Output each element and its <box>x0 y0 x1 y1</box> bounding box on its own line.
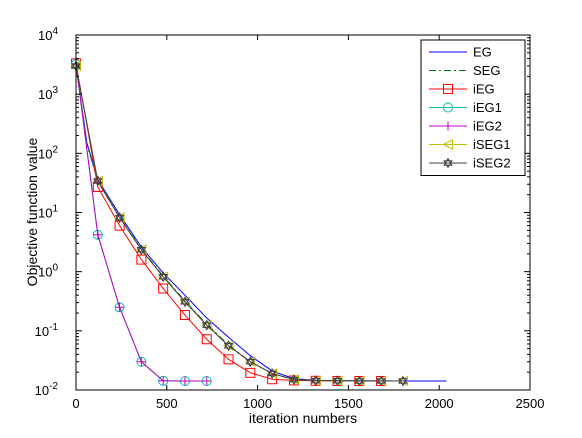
y-tick-label: 10-1 <box>35 322 59 339</box>
data-point-iseg2 <box>180 296 190 308</box>
legend-item-iseg1: iSEG1 <box>429 137 511 152</box>
x-tick-label: 1500 <box>334 396 363 411</box>
data-point-iseg2 <box>267 368 277 380</box>
x-tick-label: 2000 <box>425 396 454 411</box>
y-tick-exponent: 4 <box>52 26 58 37</box>
legend-label: iSEG1 <box>473 137 511 152</box>
ticks-layer: 0 500 1000 1500 2000 250010-210-1100101102103… <box>35 26 545 411</box>
legend-swatch-marker <box>442 139 453 150</box>
y-tick-label: 10-2 <box>35 381 59 398</box>
data-point-ieg <box>267 374 278 385</box>
data-point-ieg2 <box>202 376 212 386</box>
y-tick-base: 10 <box>38 265 52 280</box>
data-point-iseg2 <box>114 212 125 224</box>
y-tick-exponent: 1 <box>52 204 58 215</box>
legend-item-ieg2: iEG2 <box>429 119 502 134</box>
y-tick-label: 101 <box>38 204 58 221</box>
data-point-iseg2 <box>245 356 256 368</box>
data-point-ieg <box>245 367 256 378</box>
legend-item-seg: SEG <box>429 63 500 78</box>
data-point-ieg <box>92 181 103 192</box>
data-point-iseg2 <box>332 375 343 387</box>
data-point-iseg2 <box>136 244 147 256</box>
y-tick-base: 10 <box>38 146 52 161</box>
data-point-ieg2 <box>158 376 168 386</box>
y-tick-exponent: -1 <box>49 322 58 333</box>
data-point-iseg2 <box>289 374 299 386</box>
y-tick-exponent: 2 <box>52 144 58 155</box>
legend-swatch-marker <box>443 102 453 113</box>
data-point-ieg <box>201 334 212 345</box>
y-tick-base: 10 <box>38 28 52 43</box>
legend-label: iEG <box>473 82 495 97</box>
data-point-ieg2 <box>93 230 103 240</box>
y-tick-label: 104 <box>38 26 58 43</box>
series-line-iseg2 <box>75 65 403 382</box>
legend-label: iEG1 <box>473 100 502 115</box>
y-tick-base: 10 <box>35 383 49 398</box>
y-tick-label: 102 <box>38 144 58 161</box>
y-tick-exponent: 0 <box>52 263 58 274</box>
legend-swatch-marker <box>443 157 453 169</box>
legend-item-ieg1: iEG1 <box>429 100 502 115</box>
x-tick-label: 0 <box>72 396 79 411</box>
data-point-iseg2 <box>354 375 365 387</box>
data-point-ieg <box>223 354 234 365</box>
legend-label: iSEG2 <box>473 156 511 171</box>
legend-item-eg: EG <box>429 45 492 60</box>
y-tick-base: 10 <box>38 206 52 221</box>
legend-swatch-marker <box>443 121 453 131</box>
legend-label: EG <box>473 45 492 60</box>
data-point-ieg <box>179 310 190 321</box>
legend: EG SEG iEG iEG1 iEG2 iSEG1 iSEG2 <box>420 39 526 176</box>
y-tick-label: 103 <box>38 85 58 102</box>
legend-label: iEG2 <box>473 119 502 134</box>
data-point-ieg2 <box>180 376 190 386</box>
data-point-iseg2 <box>398 375 408 387</box>
y-tick-exponent: 3 <box>52 85 58 96</box>
data-point-ieg <box>158 283 169 294</box>
series-layer <box>70 58 447 387</box>
y-tick-exponent: -2 <box>49 381 58 392</box>
x-tick-label: 500 <box>156 396 178 411</box>
x-tick-label: 2500 <box>516 396 545 411</box>
data-point-ieg2 <box>115 302 125 312</box>
x-tick-label: 1000 <box>243 396 272 411</box>
y-axis-label: Objective function value <box>24 137 40 286</box>
y-tick-label: 100 <box>38 263 58 280</box>
data-point-ieg2 <box>136 357 146 367</box>
x-axis-label: iteration numbers <box>249 410 357 426</box>
data-point-iseg2 <box>376 375 386 387</box>
legend-item-ieg: iEG <box>429 82 495 97</box>
legend-item-iseg2: iSEG2 <box>429 156 511 171</box>
data-point-iseg2 <box>310 375 321 387</box>
data-point-iseg2 <box>93 175 103 187</box>
y-tick-base: 10 <box>38 87 52 102</box>
data-point-iseg2 <box>223 340 234 352</box>
y-tick-base: 10 <box>35 324 49 339</box>
data-point-iseg2 <box>201 319 212 331</box>
legend-swatch-marker <box>443 84 453 94</box>
legend-label: SEG <box>473 63 500 78</box>
data-point-iseg2 <box>158 271 168 283</box>
